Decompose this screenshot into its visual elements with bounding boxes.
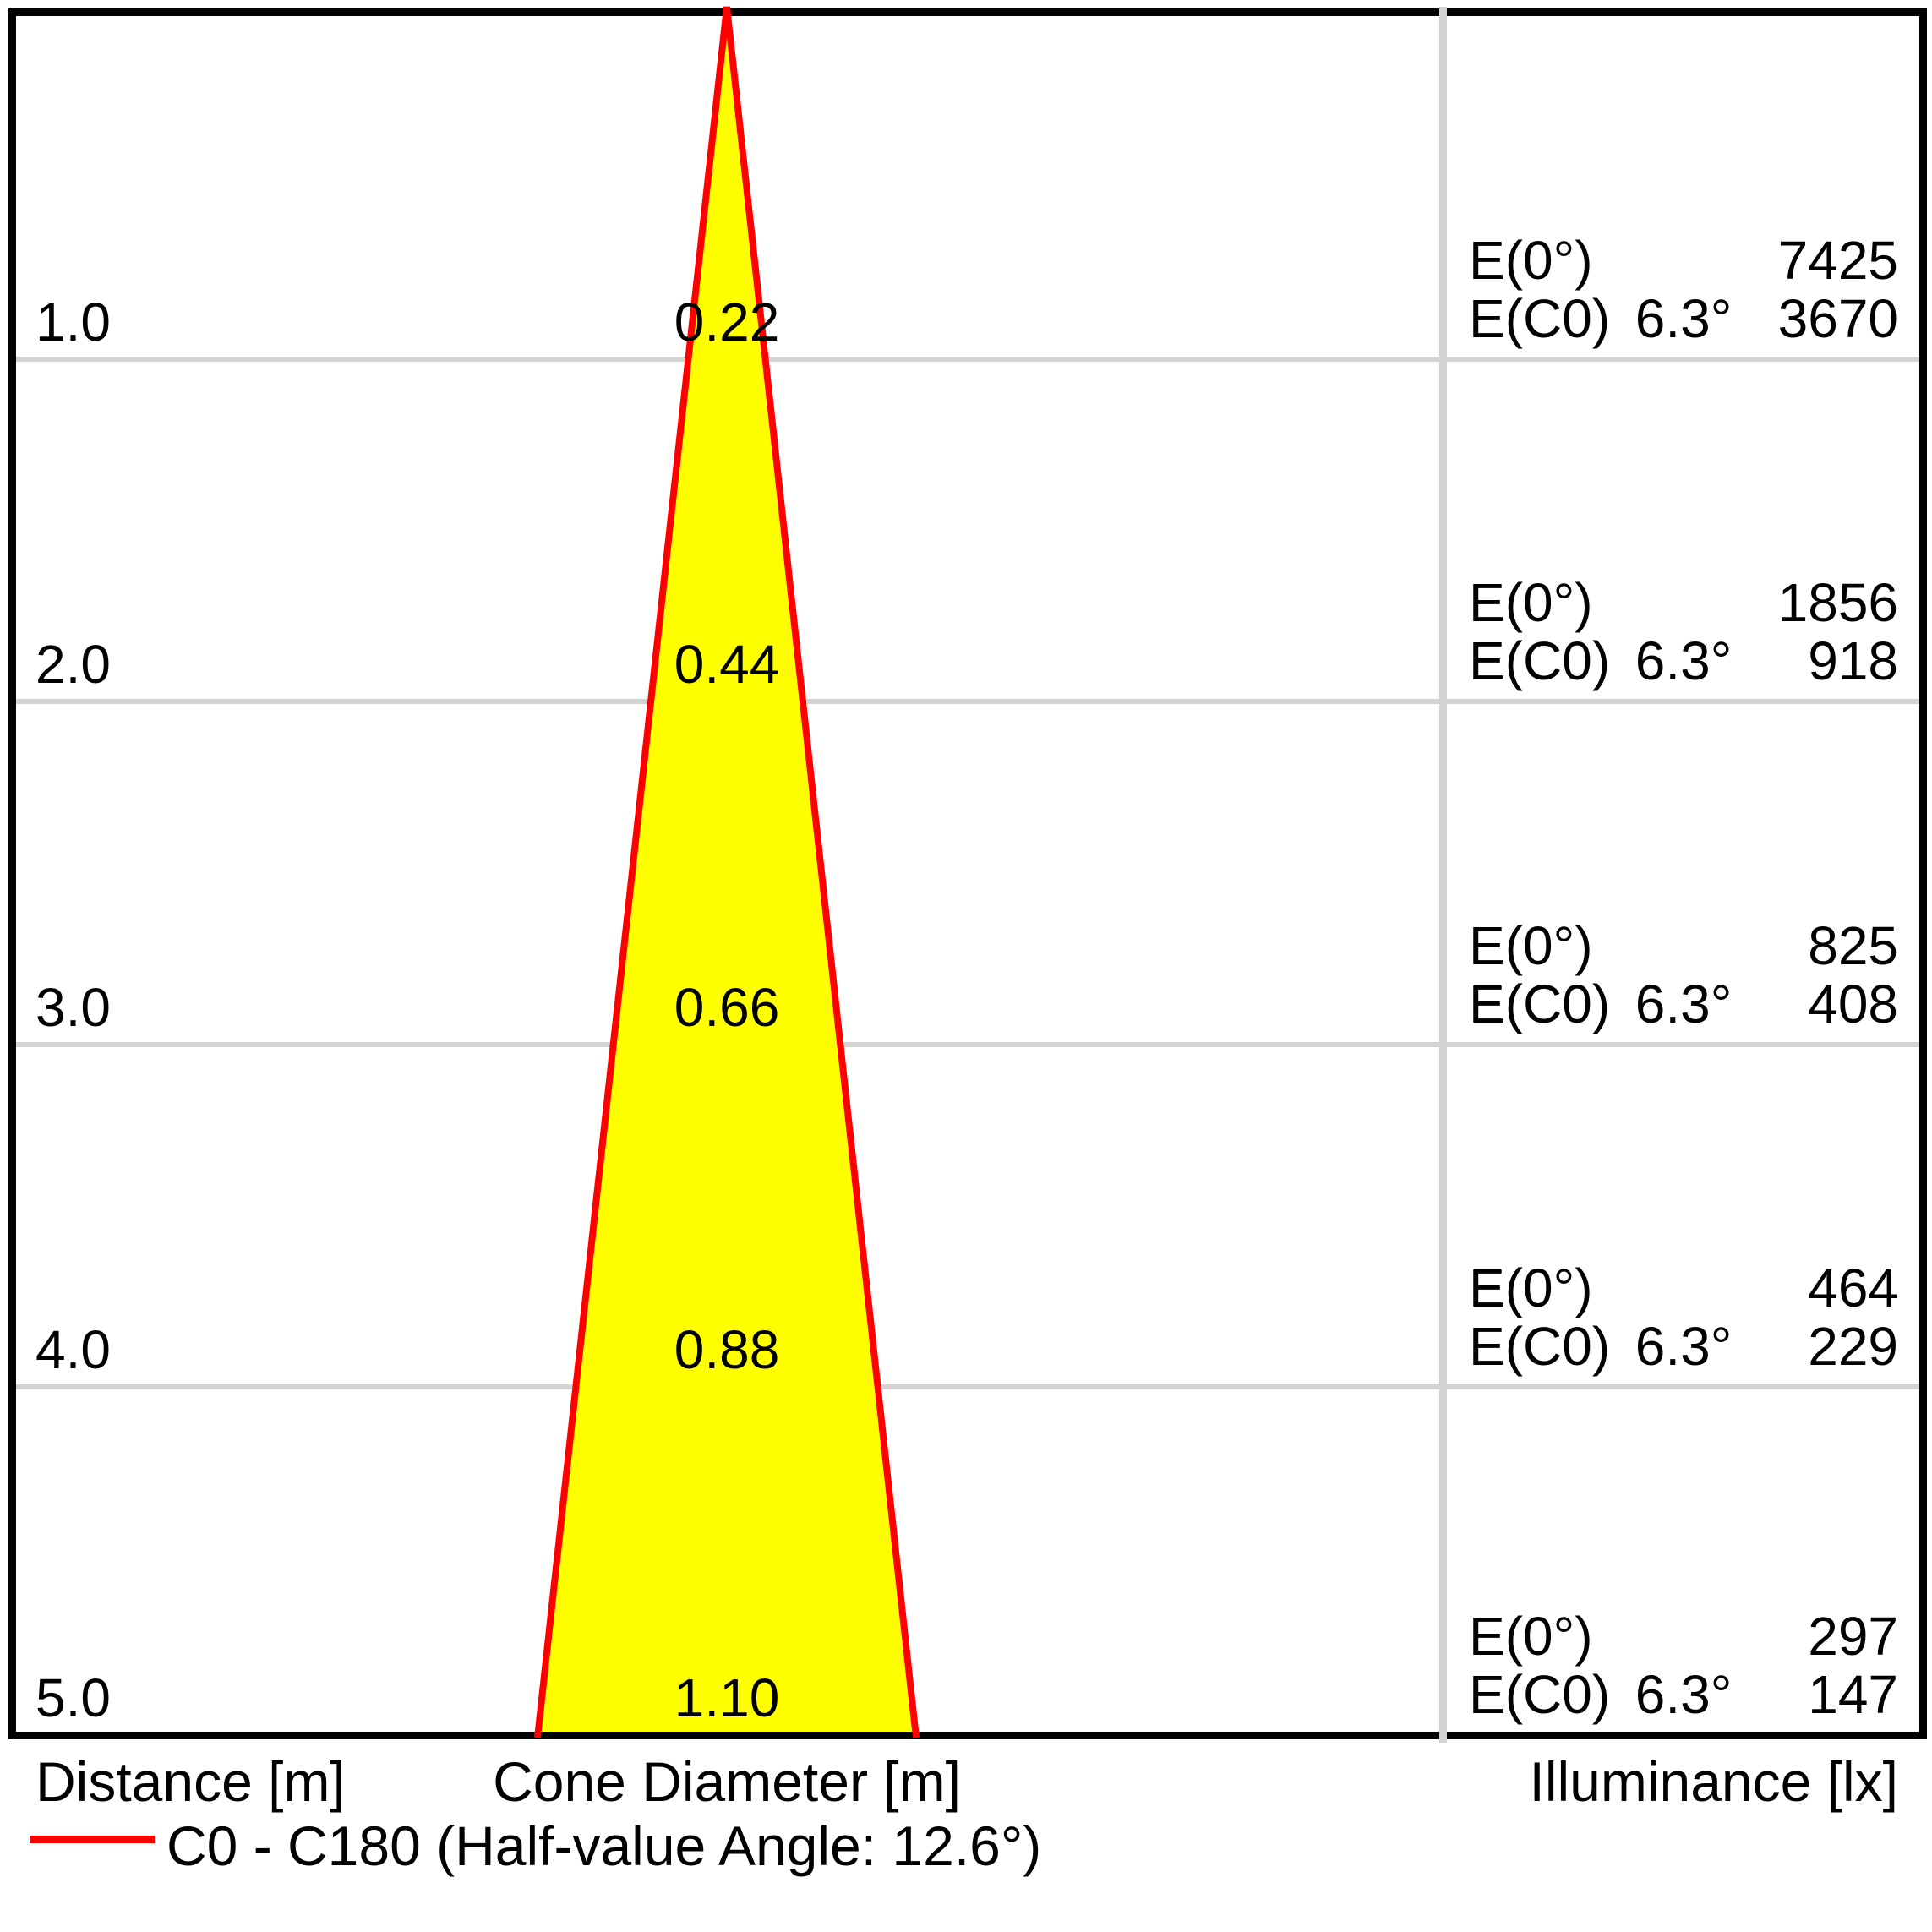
ec0-angle: 6.3° <box>1635 974 1733 1034</box>
legend-red-line-swatch <box>30 1836 155 1843</box>
ec0-line: E(C0) 6.3° 408 <box>1469 975 1898 1034</box>
ec0-angle: 6.3° <box>1635 630 1733 691</box>
distance-label-1m: 1.0 <box>35 292 111 352</box>
distance-label-5m: 5.0 <box>35 1667 111 1728</box>
ec0-angle: 6.3° <box>1635 1316 1733 1377</box>
cone-diameter-label-1m: 0.22 <box>674 292 780 352</box>
ec0-angle: 6.3° <box>1635 1664 1733 1725</box>
distance-label-2m: 2.0 <box>35 634 111 695</box>
footer-cone-diameter-label: Cone Diameter [m] <box>493 1750 961 1813</box>
e0-value: 825 <box>1808 915 1898 976</box>
ec0-angle: 6.3° <box>1635 288 1733 349</box>
e0-label: E(0°) <box>1469 1258 1593 1318</box>
e0-label: E(0°) <box>1469 230 1593 291</box>
ec0-label: E(C0) <box>1469 974 1611 1034</box>
ec0-label: E(C0) <box>1469 288 1611 349</box>
e0-value: 464 <box>1808 1258 1898 1318</box>
ec0-value: 408 <box>1808 974 1898 1034</box>
panel-separator <box>1439 7 1447 1743</box>
ec0-label: E(C0) <box>1469 1664 1611 1725</box>
e0-line: E(0°) 297 <box>1469 1607 1898 1666</box>
cone-diameter-label-5m: 1.10 <box>674 1667 780 1728</box>
ec0-label: E(C0) <box>1469 1316 1611 1377</box>
ec0-line: E(C0) 6.3° 147 <box>1469 1666 1898 1724</box>
distance-label-3m: 3.0 <box>35 977 111 1038</box>
illuminance-row-5m: E(0°) 297 E(C0) 6.3° 147 <box>1469 1607 1898 1724</box>
e0-line: E(0°) 825 <box>1469 917 1898 975</box>
illuminance-row-2m: E(0°) 1856 E(C0) 6.3° 918 <box>1469 574 1898 690</box>
ec0-value: 147 <box>1808 1664 1898 1725</box>
row-gridline-1 <box>16 357 1919 362</box>
e0-label: E(0°) <box>1469 572 1593 633</box>
distance-label-4m: 4.0 <box>35 1319 111 1380</box>
row-gridline-4 <box>16 1384 1919 1389</box>
footer-illuminance-label: Illuminance [lx] <box>1529 1750 1898 1813</box>
illuminance-row-4m: E(0°) 464 E(C0) 6.3° 229 <box>1469 1259 1898 1376</box>
e0-value: 297 <box>1808 1606 1898 1667</box>
ec0-line: E(C0) 6.3° 229 <box>1469 1318 1898 1376</box>
e0-line: E(0°) 7425 <box>1469 232 1898 290</box>
legend-label: C0 - C180 (Half-value Angle: 12.6°) <box>166 1815 1042 1877</box>
cone-diameter-label-2m: 0.44 <box>674 634 780 695</box>
ec0-line: E(C0) 6.3° 918 <box>1469 632 1898 690</box>
e0-label: E(0°) <box>1469 915 1593 976</box>
ec0-value: 229 <box>1808 1316 1898 1377</box>
e0-label: E(0°) <box>1469 1606 1593 1667</box>
ec0-label: E(C0) <box>1469 630 1611 691</box>
e0-line: E(0°) 464 <box>1469 1259 1898 1318</box>
e0-value: 1856 <box>1777 572 1898 633</box>
ec0-line: E(C0) 6.3° 3670 <box>1469 290 1898 348</box>
illuminance-row-1m: E(0°) 7425 E(C0) 6.3° 3670 <box>1469 232 1898 348</box>
e0-value: 7425 <box>1777 230 1898 291</box>
ec0-value: 918 <box>1808 630 1898 691</box>
footer-distance-label: Distance [m] <box>35 1750 346 1813</box>
e0-line: E(0°) 1856 <box>1469 574 1898 632</box>
cone-diameter-label-3m: 0.66 <box>674 977 780 1038</box>
row-gridline-3 <box>16 1042 1919 1047</box>
cone-diameter-label-4m: 0.88 <box>674 1319 780 1380</box>
illuminance-row-3m: E(0°) 825 E(C0) 6.3° 408 <box>1469 917 1898 1034</box>
cone-diagram-table <box>8 8 1927 1739</box>
ec0-value: 3670 <box>1777 288 1898 349</box>
row-gridline-2 <box>16 699 1919 704</box>
